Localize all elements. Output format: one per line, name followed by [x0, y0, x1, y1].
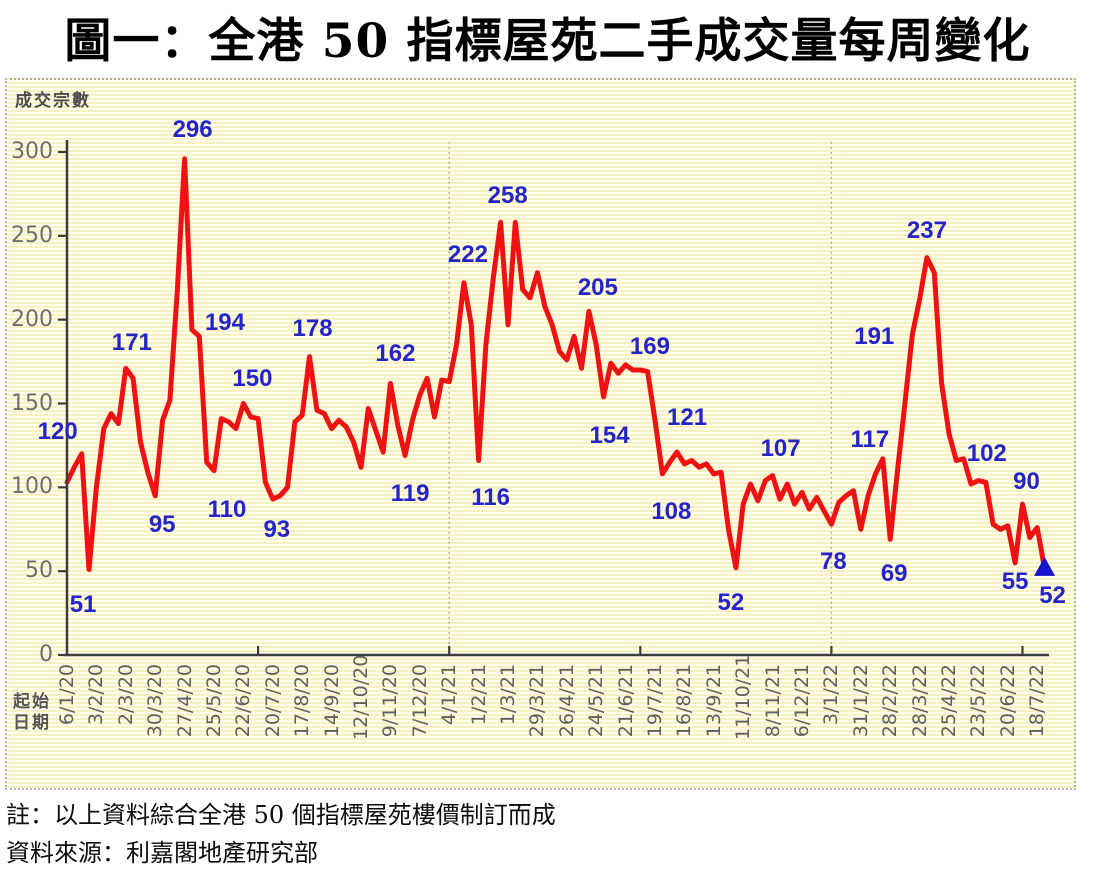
point-label: 121: [667, 404, 708, 432]
point-label: 150: [232, 364, 273, 392]
x-tick-label: 31/1/22: [849, 664, 872, 738]
point-label: 237: [906, 216, 947, 244]
y-axis-title: 成交宗數: [15, 91, 91, 111]
x-tick-label: 17/8/20: [291, 664, 314, 738]
x-tick-label: 16/8/21: [673, 664, 696, 738]
point-label: 258: [487, 182, 528, 210]
point-label: 162: [375, 340, 416, 368]
y-tick-label: 150: [11, 390, 53, 416]
x-tick-label: 27/4/20: [173, 664, 196, 738]
point-label: 102: [966, 440, 1007, 468]
point-label: 51: [69, 591, 97, 619]
point-label: 119: [390, 480, 430, 508]
y-tick-label: 100: [11, 474, 53, 500]
note-provider: 資料來源：利嘉閣地產研究部: [6, 839, 318, 867]
x-tick-label: 12/10/20: [350, 654, 372, 740]
x-tick-label: 3/1/22: [820, 664, 843, 726]
point-label: 296: [172, 115, 213, 143]
x-tick-label: 8/11/21: [761, 664, 784, 738]
y-tick-label: 50: [25, 558, 53, 584]
x-tick-label: 20/6/22: [996, 664, 1019, 738]
x-tick-label: 1/3/21: [497, 664, 519, 726]
point-label: 117: [850, 425, 890, 453]
point-label: 205: [577, 274, 618, 302]
point-label: 222: [447, 240, 488, 268]
point-label: 55: [1001, 567, 1029, 595]
note-data-source: 註：以上資料綜合全港 50 個指標屋苑樓價制訂而成: [6, 801, 556, 829]
point-label: 110: [207, 495, 247, 523]
x-tick-label: 29/3/21: [526, 664, 549, 738]
x-tick-label: 25/4/22: [938, 664, 960, 738]
point-label: 107: [760, 434, 801, 462]
point-label: 69: [880, 560, 908, 588]
x-tick-label: 1/2/21: [467, 664, 490, 726]
y-tick-label: 250: [11, 222, 53, 248]
chart-title: 圖一：全港 50 指標屋苑二手成交量每周變化: [64, 14, 1031, 69]
x-tick-label: 11/10/21: [732, 654, 755, 740]
x-tick-label: 28/2/22: [879, 664, 902, 738]
x-tick-label: 26/4/21: [555, 664, 578, 738]
x-tick-label: 20/7/20: [261, 664, 284, 738]
x-tick-label: 9/11/20: [379, 664, 402, 738]
point-label: 178: [292, 314, 333, 342]
x-tick-label: 18/7/22: [1026, 664, 1049, 738]
x-tick-label: 6/12/21: [791, 664, 813, 738]
chart-panel: 成交宗數 起始 日期 0 50 100 150 200 250 300 6/1/20 3/2/2…: [5, 78, 1076, 790]
point-label: 191: [854, 322, 895, 350]
point-label: 154: [589, 421, 630, 449]
point-label: 90: [1013, 468, 1040, 496]
x-tick-label: 28/3/22: [908, 664, 931, 738]
point-label: 108: [651, 497, 692, 525]
point-label: 169: [629, 332, 670, 360]
point-label: 52: [1039, 581, 1066, 609]
y-tick-label: 0: [39, 642, 53, 667]
x-axis-title-line1: 起始: [13, 692, 51, 712]
x-tick-label: 4/1/21: [438, 664, 461, 726]
y-tick-label: 200: [11, 306, 53, 332]
line-chart-svg: [58, 140, 1056, 657]
notes: 註：以上資料綜合全港 50 個指標屋苑樓價制訂而成 資料來源：利嘉閣地產研究部: [6, 796, 556, 872]
x-tick-label: 13/9/21: [702, 664, 725, 738]
x-tick-label: 24/5/21: [585, 664, 608, 738]
point-label: 78: [820, 548, 847, 576]
y-tick-label: 300: [11, 139, 53, 164]
x-tick-label: 23/5/22: [967, 664, 990, 738]
x-axis-title: 起始 日期: [13, 692, 51, 734]
point-label: 116: [471, 483, 510, 511]
x-tick-label: 19/7/21: [644, 664, 666, 738]
x-tick-label: 2/3/20: [114, 664, 137, 726]
x-tick-label: 7/12/20: [408, 664, 431, 738]
x-tick-label: 6/1/20: [56, 664, 78, 726]
point-label: 52: [717, 588, 745, 616]
x-tick-label: 22/6/20: [232, 664, 255, 738]
x-axis-title-line2: 日期: [13, 713, 51, 733]
point-label: 93: [263, 516, 291, 544]
point-label: 171: [111, 329, 152, 357]
x-tick-label: 21/6/21: [614, 664, 637, 738]
latest-week-triangle-marker: [1034, 556, 1056, 576]
transactions-line: [64, 156, 1047, 572]
x-tick-label: 3/2/20: [85, 664, 108, 726]
point-label: 95: [148, 510, 176, 538]
x-tick-label: 30/3/20: [144, 664, 167, 738]
point-label: 194: [204, 308, 245, 336]
x-tick-label: 14/9/20: [320, 664, 343, 738]
x-tick-label: 25/5/20: [203, 664, 225, 738]
point-label: 120: [37, 417, 78, 445]
